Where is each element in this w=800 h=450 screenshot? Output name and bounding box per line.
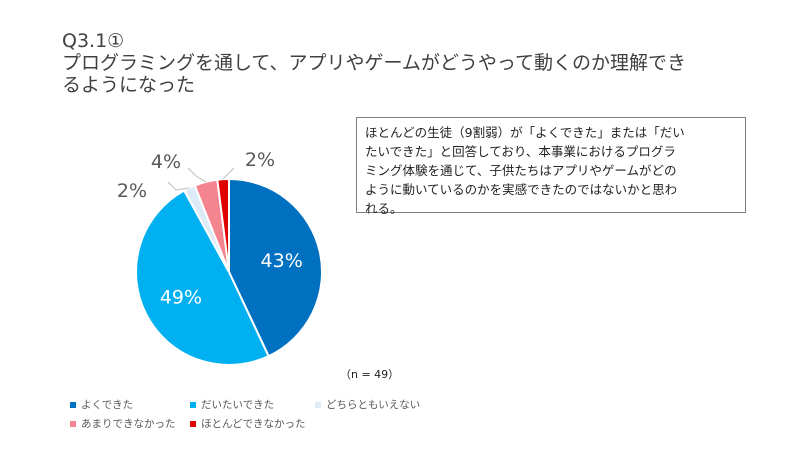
legend-label-5: ほとんどできなかった bbox=[201, 418, 306, 430]
leader-line-4 bbox=[187, 167, 207, 183]
legend-swatch-3 bbox=[315, 401, 321, 408]
slice-label-5: 2% bbox=[245, 149, 275, 171]
leader-line-5 bbox=[222, 167, 235, 180]
comment-line-5: れる。 bbox=[365, 201, 403, 216]
comment-line-2: たいできた」と回答しており、本事業におけるプログラ bbox=[365, 144, 676, 159]
legend-swatch-1 bbox=[70, 401, 76, 408]
comment-line-4: ように動いているのかを実感できたのではないかと思わ bbox=[365, 182, 678, 197]
legend-item-1: よくできた bbox=[70, 397, 133, 412]
legend-swatch-4 bbox=[70, 420, 76, 427]
comment-line-1: ほとんどの生徒（9割弱）が「よくできた」または「だい bbox=[365, 125, 685, 140]
legend-item-4: あまりできなかった bbox=[70, 416, 176, 431]
slice-label-1: 43% bbox=[261, 250, 303, 272]
legend-label-1: よくできた bbox=[81, 399, 134, 411]
legend-item-3: どちらともいえない bbox=[315, 397, 420, 412]
pie-slice-2 bbox=[135, 189, 270, 366]
leader-line-3 bbox=[167, 181, 190, 191]
sample-size-label: （n = 49） bbox=[340, 368, 400, 381]
slice-label-2: 49% bbox=[160, 286, 202, 308]
legend-label-4: あまりできなかった bbox=[81, 418, 176, 430]
slice-label-4: 4% bbox=[151, 151, 181, 173]
comment-box: ほとんどの生徒（9割弱）が「よくできた」または「だい たいできた」と回答しており… bbox=[356, 117, 746, 216]
slice-label-3: 2% bbox=[117, 180, 147, 202]
title-line-2: プログラミングを通して、アプリやゲームがどうやって動くのか理解でき bbox=[62, 52, 686, 74]
comment-line-3: ミング体験を通じて、子供たちはアプリやゲームがどの bbox=[365, 163, 677, 178]
chart-title: Q3.1① プログラミングを通して、アプリやゲームがどうやって動くのか理解でき … bbox=[62, 30, 762, 96]
legend-label-2: だいたいできた bbox=[201, 399, 275, 411]
legend-item-5: ほとんどできなかった bbox=[190, 416, 305, 431]
legend-swatch-2 bbox=[190, 401, 196, 408]
legend-item-2: だいたいできた bbox=[190, 397, 274, 412]
legend-swatch-5 bbox=[190, 420, 196, 427]
title-line-3: るようになった bbox=[62, 74, 196, 96]
legend-label-3: どちらともいえない bbox=[326, 399, 421, 411]
title-line-1: Q3.1① bbox=[62, 30, 125, 52]
pie-slice-1 bbox=[228, 177, 323, 358]
